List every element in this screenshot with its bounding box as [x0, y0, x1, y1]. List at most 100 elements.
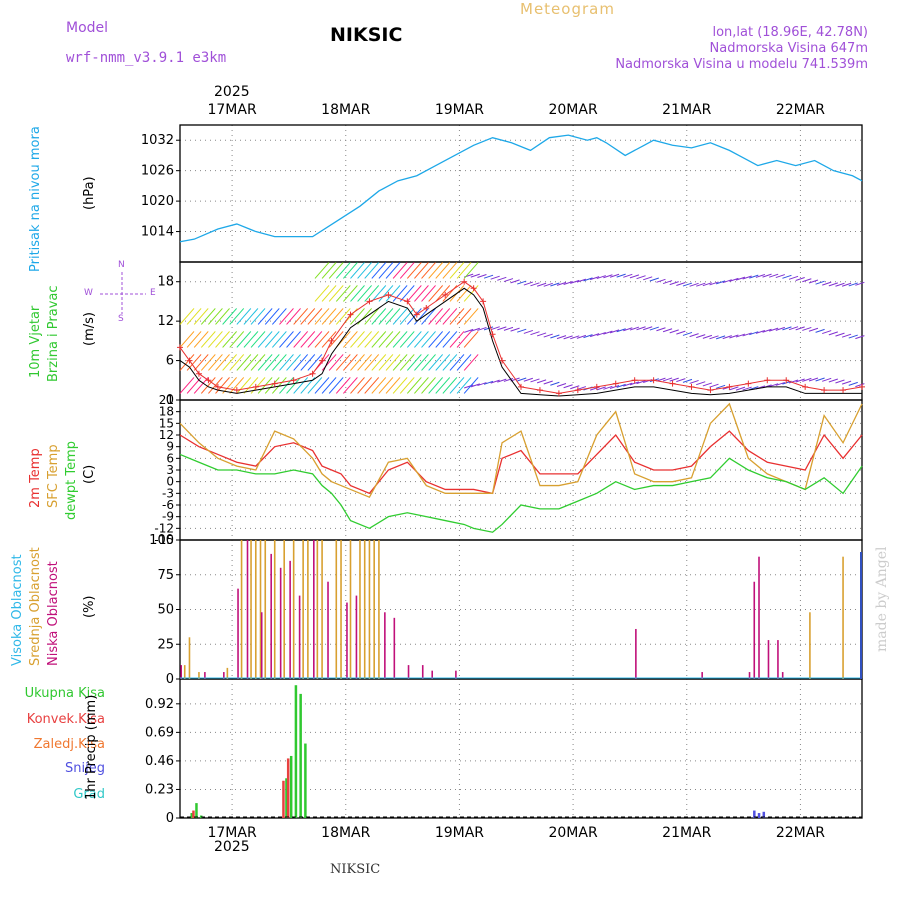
- wind-barb: [802, 377, 812, 382]
- wind-arrow: [208, 331, 223, 348]
- wind-barb: [822, 377, 832, 382]
- wind-arrow: [222, 354, 238, 371]
- y-tick-label: 0.23: [145, 782, 174, 797]
- hail-label: Grad: [73, 787, 105, 802]
- wind-gust-mark: [442, 291, 449, 298]
- wind-barb: [715, 335, 726, 340]
- wind-gust-mark: [688, 383, 695, 390]
- y-tick-label: 21: [159, 393, 174, 407]
- wind-barb: [623, 382, 633, 387]
- wind-barb: [689, 379, 699, 384]
- wind-arrow: [442, 331, 458, 348]
- wind-barb: [636, 275, 646, 280]
- wind-arrow: [250, 308, 266, 325]
- y-tick-label: 0: [166, 811, 174, 826]
- day-label-top: 18MAR: [321, 102, 370, 118]
- panel-frame: [179, 678, 863, 819]
- wind-arrow: [456, 354, 472, 371]
- wind-arrow: [371, 331, 387, 348]
- wind-arrow: [463, 354, 479, 371]
- wind-arrow: [414, 377, 429, 394]
- wind-gust-mark: [470, 285, 477, 292]
- wind-arrow: [271, 354, 287, 371]
- wind-gust-mark: [404, 298, 411, 305]
- wind-barb: [848, 282, 858, 287]
- wind-barb: [808, 327, 819, 332]
- wind-arrow: [222, 308, 238, 325]
- wind-barb: [709, 335, 719, 340]
- wind-barb: [769, 327, 779, 332]
- wind-barb: [550, 282, 560, 287]
- wind-gust-mark: [309, 370, 316, 377]
- wind-barb: [609, 273, 620, 278]
- wind-gust-mark: [499, 357, 506, 364]
- wind-arrow: [357, 354, 372, 371]
- wind-barb: [828, 282, 839, 287]
- day-label-bottom: 19MAR: [435, 825, 484, 841]
- wind-arrow: [449, 354, 465, 371]
- y-tick-label: 9: [166, 440, 174, 454]
- wind-barb: [855, 383, 865, 388]
- wind-barb: [629, 274, 640, 279]
- wind-barb: [729, 277, 739, 282]
- wind-arrow: [271, 377, 287, 394]
- precip-bar: [289, 755, 293, 818]
- wind-arrow: [357, 285, 372, 302]
- wind-gust-mark: [461, 278, 468, 285]
- wind-arrow: [229, 354, 245, 371]
- wind-arrow: [392, 285, 408, 302]
- wind-arrow: [435, 262, 451, 279]
- wind-barb: [536, 332, 547, 337]
- wind-barb: [689, 282, 699, 287]
- wind-arrow: [435, 354, 451, 371]
- wind-barb: [709, 281, 719, 286]
- compass-w: W: [84, 288, 93, 298]
- wind-arrow: [456, 377, 472, 394]
- wind-arrow: [314, 331, 330, 348]
- precip-bar: [762, 811, 766, 818]
- wind-arrow: [250, 354, 266, 371]
- wind-barb: [477, 326, 487, 331]
- wind-barb: [769, 383, 779, 388]
- wind-arrow: [343, 285, 358, 302]
- wind-arrow: [286, 308, 301, 325]
- day-label-bottom: 22MAR: [776, 825, 825, 841]
- wind-gust-mark: [593, 383, 600, 390]
- y-tick-label: 25: [157, 637, 174, 652]
- wind-arrow: [243, 331, 259, 348]
- wind-arrow: [456, 308, 472, 325]
- wind-arrow: [364, 308, 380, 325]
- wind-arrow: [257, 354, 273, 371]
- meteogram-title: Meteogram: [520, 0, 615, 18]
- elevation-info: Nadmorska Visina 647m: [709, 41, 869, 56]
- wind-gust-mark: [669, 380, 676, 387]
- wind-arrow: [179, 308, 195, 325]
- wind-arrow: [286, 354, 301, 371]
- wind-arrow: [314, 308, 330, 325]
- wind-arrow: [364, 377, 380, 394]
- wind-gust-mark: [233, 387, 240, 394]
- wind-barb: [662, 377, 673, 382]
- y-tick-label: 1026: [141, 164, 174, 179]
- wind-barb: [835, 282, 845, 287]
- year-bottom: 2025: [214, 839, 250, 855]
- wind-barb: [848, 334, 858, 339]
- y-tick-label: 100: [149, 533, 174, 548]
- wind-arrow: [350, 331, 365, 348]
- wind-barb: [497, 326, 507, 331]
- wind-gust-line: [179, 281, 863, 394]
- wind-barb: [483, 274, 494, 279]
- wind-arrow: [293, 377, 309, 394]
- wind-barb: [735, 276, 746, 281]
- wind-arrow: [193, 331, 209, 348]
- wind-gust-mark: [271, 380, 278, 387]
- y-tick-label: 3: [166, 463, 174, 477]
- model-label: Model: [66, 20, 109, 36]
- wind-arrow: [399, 308, 415, 325]
- wind-arrow: [350, 377, 365, 394]
- wind-arrow: [463, 377, 479, 394]
- wind-arrow: [335, 308, 351, 325]
- wind-arrow: [279, 331, 294, 348]
- wind-barb: [616, 328, 626, 333]
- wind-barb: [782, 326, 792, 331]
